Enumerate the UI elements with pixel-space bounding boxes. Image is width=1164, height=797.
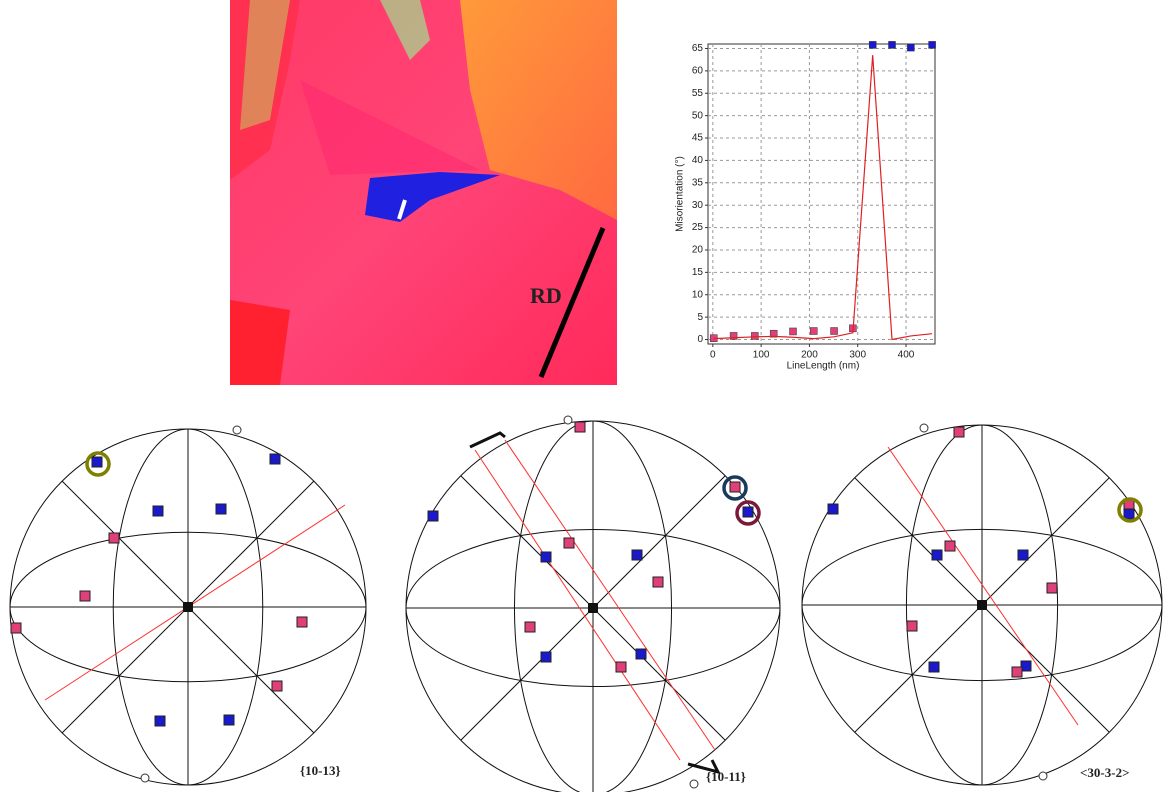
rim-marker <box>140 773 150 783</box>
pole <box>631 549 643 561</box>
highlight-circle <box>722 475 748 501</box>
pole <box>1017 549 1029 561</box>
y-tick-label: 55 <box>692 88 704 99</box>
x-tick-label: 400 <box>898 350 915 361</box>
pole <box>108 532 120 544</box>
marker <box>769 329 778 338</box>
y-tick-label: 35 <box>692 177 704 188</box>
rd-label: RD <box>530 283 562 308</box>
pole <box>540 651 552 663</box>
pole <box>1011 666 1023 678</box>
marker <box>751 332 759 340</box>
y-tick-label: 65 <box>692 43 704 54</box>
y-tick-label: 50 <box>692 110 704 121</box>
pole <box>524 621 536 633</box>
trace-line <box>504 439 716 751</box>
highlight-circle <box>1117 497 1143 523</box>
pole-figure-label: <30-3-2> <box>1080 765 1129 780</box>
line <box>713 55 933 341</box>
pole <box>269 453 281 465</box>
rim-marker <box>563 415 573 425</box>
pole <box>953 426 965 438</box>
shear-arrow <box>687 759 721 775</box>
highlight-circle <box>735 500 761 526</box>
pole <box>1123 508 1135 520</box>
pole <box>944 540 956 552</box>
marker <box>729 332 738 340</box>
pole <box>906 620 918 632</box>
pole <box>154 715 166 727</box>
marker <box>888 41 896 49</box>
x-tick-label: 100 <box>753 350 770 361</box>
pole <box>296 616 308 628</box>
pole <box>931 549 943 561</box>
marker <box>789 327 797 336</box>
pole-figure-label: {10-13} <box>300 763 341 778</box>
pole <box>1020 660 1032 672</box>
marker <box>830 327 838 335</box>
pole <box>91 456 103 468</box>
x-tick-label: 300 <box>849 350 866 361</box>
rim-marker <box>919 423 929 433</box>
pole <box>574 421 586 433</box>
y-tick-label: 10 <box>692 289 704 300</box>
y-tick-label: 30 <box>692 200 704 211</box>
rim-marker <box>689 779 699 789</box>
rim-marker <box>232 425 242 435</box>
pole <box>10 622 22 634</box>
trace-line <box>887 446 1079 726</box>
pole <box>152 505 164 517</box>
pole-figure <box>405 415 781 796</box>
marker <box>810 327 818 335</box>
pole <box>928 661 940 673</box>
y-tick-label: 5 <box>697 312 703 323</box>
center-marker <box>183 602 193 612</box>
trace-line <box>474 449 681 761</box>
marker <box>907 43 915 52</box>
pole <box>79 590 91 602</box>
pole <box>215 503 227 515</box>
shear-arrow <box>469 431 506 449</box>
y-tick-label: 45 <box>692 133 704 144</box>
center-marker <box>977 600 987 610</box>
x-tick-label: 0 <box>710 350 716 361</box>
misorientation-chart: LineLength (nm) Misorientation (°) 0 5 10 1… <box>675 41 936 372</box>
y-axis-label: Misorientation (°) <box>675 156 686 232</box>
orientation-map: RD <box>230 0 617 385</box>
pole <box>1046 582 1058 594</box>
trace-line <box>44 504 346 701</box>
pole <box>271 680 283 692</box>
center-marker <box>588 603 598 613</box>
rim-marker <box>1038 771 1048 781</box>
pole-figures: {10-13} {10-11} <30-3-2> <box>9 415 1163 796</box>
pole <box>615 661 627 673</box>
y-tick-label: 0 <box>697 334 703 345</box>
pole <box>427 510 439 522</box>
y-tick-label: 20 <box>692 245 704 256</box>
y-tick-label: 15 <box>692 267 704 278</box>
pole <box>742 506 754 518</box>
x-axis-label: LineLength (nm) <box>787 361 860 372</box>
plot-frame <box>707 43 936 345</box>
pole <box>563 537 575 549</box>
y-tick-label: 60 <box>692 66 704 77</box>
y-tick-label: 40 <box>692 155 704 166</box>
pole-figure <box>9 425 367 786</box>
pole <box>652 576 664 588</box>
pole <box>540 551 552 563</box>
pole-figure <box>801 423 1163 786</box>
pole <box>635 648 647 660</box>
marker <box>928 41 936 49</box>
pole <box>827 503 839 515</box>
marker <box>868 41 877 49</box>
pole <box>223 714 235 726</box>
pole <box>729 481 741 493</box>
highlight-circle <box>85 451 111 477</box>
x-tick-label: 200 <box>801 350 818 361</box>
y-tick-label: 25 <box>692 222 704 233</box>
